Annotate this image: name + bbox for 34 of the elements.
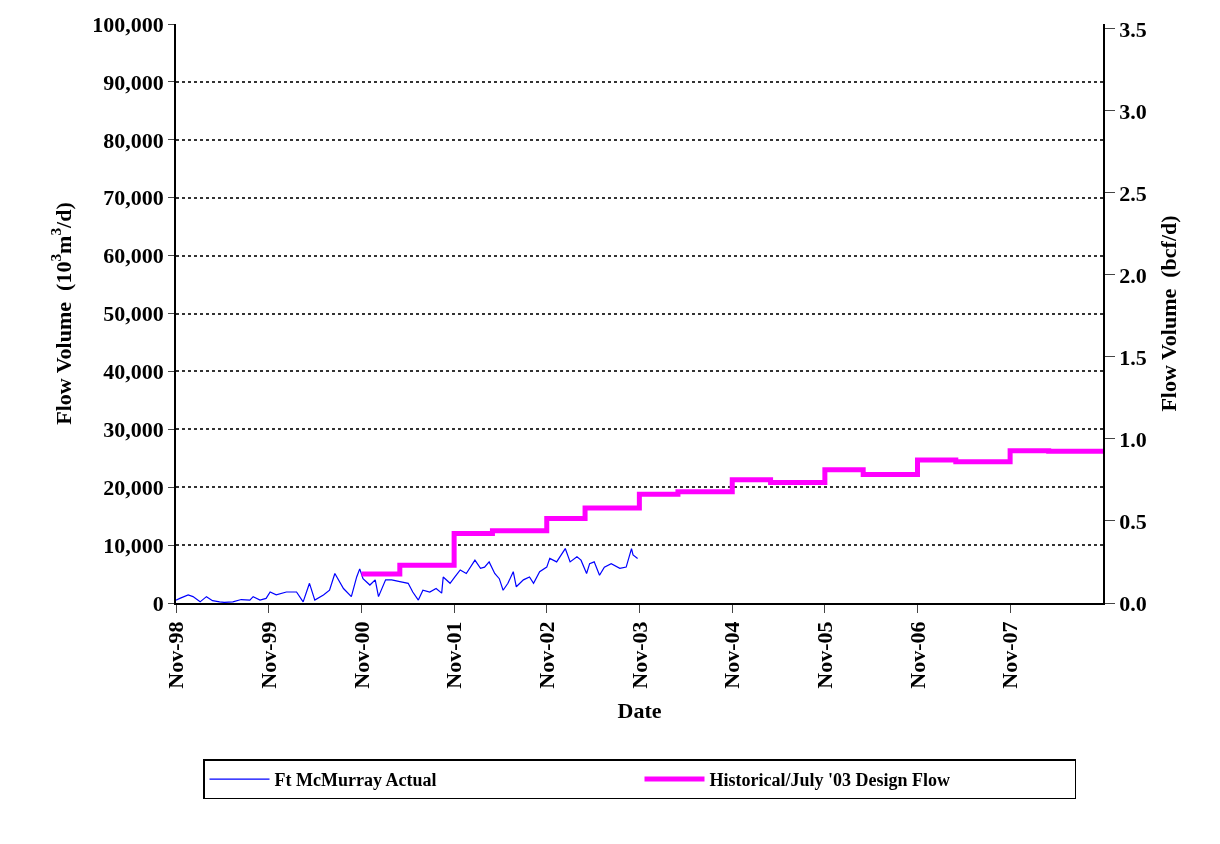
x-tick-label: Nov-99 bbox=[255, 621, 281, 689]
x-tick-label: Nov-04 bbox=[719, 621, 745, 689]
y2-tick-label: 3.0 bbox=[1119, 98, 1147, 124]
y-tick-label: 30,000 bbox=[103, 417, 164, 442]
y-tick-label: 70,000 bbox=[103, 185, 164, 211]
y-tick-label: 40,000 bbox=[103, 359, 164, 385]
y2-tick-label: 1.5 bbox=[1119, 344, 1147, 370]
y2-tick-label: 1.0 bbox=[1119, 426, 1147, 452]
y-tick-label: 100,000 bbox=[92, 11, 164, 37]
x-tick-label: Nov-07 bbox=[997, 621, 1023, 689]
x-tick-label: Nov-06 bbox=[904, 621, 930, 689]
y2-tick-label: 0.5 bbox=[1119, 508, 1147, 534]
y-tick-label: 90,000 bbox=[103, 69, 164, 95]
x-tick-label: Nov-05 bbox=[812, 621, 838, 689]
legend-label: Ft McMurray Actual bbox=[274, 770, 437, 791]
x-tick-label: Nov-00 bbox=[348, 621, 374, 689]
y-tick-label: 60,000 bbox=[103, 243, 164, 269]
x-tick-label: Nov-02 bbox=[533, 621, 559, 689]
y2-axis-title: Flow Volume (bcf/d) bbox=[1156, 215, 1182, 412]
y-tick-label: 80,000 bbox=[103, 127, 164, 153]
line-series bbox=[176, 547, 639, 603]
y-tick-label: 0 bbox=[152, 590, 164, 616]
y2-tick-label: 2.0 bbox=[1119, 262, 1147, 288]
y-tick-label: 10,000 bbox=[103, 532, 164, 558]
x-tick-label: Nov-98 bbox=[163, 621, 189, 689]
y2-tick-label: 3.5 bbox=[1119, 16, 1147, 42]
y-tick-label: 20,000 bbox=[103, 474, 164, 500]
x-tick-label: Nov-03 bbox=[626, 621, 652, 689]
y-tick-label: 50,000 bbox=[103, 301, 164, 327]
x-tick-label: Nov-01 bbox=[441, 621, 467, 689]
legend-label: Historical/July '03 Design Flow bbox=[709, 770, 950, 791]
y2-tick-label: 2.5 bbox=[1119, 180, 1147, 206]
y2-tick-label: 0.0 bbox=[1119, 590, 1147, 616]
x-axis-title: Date bbox=[617, 698, 662, 724]
